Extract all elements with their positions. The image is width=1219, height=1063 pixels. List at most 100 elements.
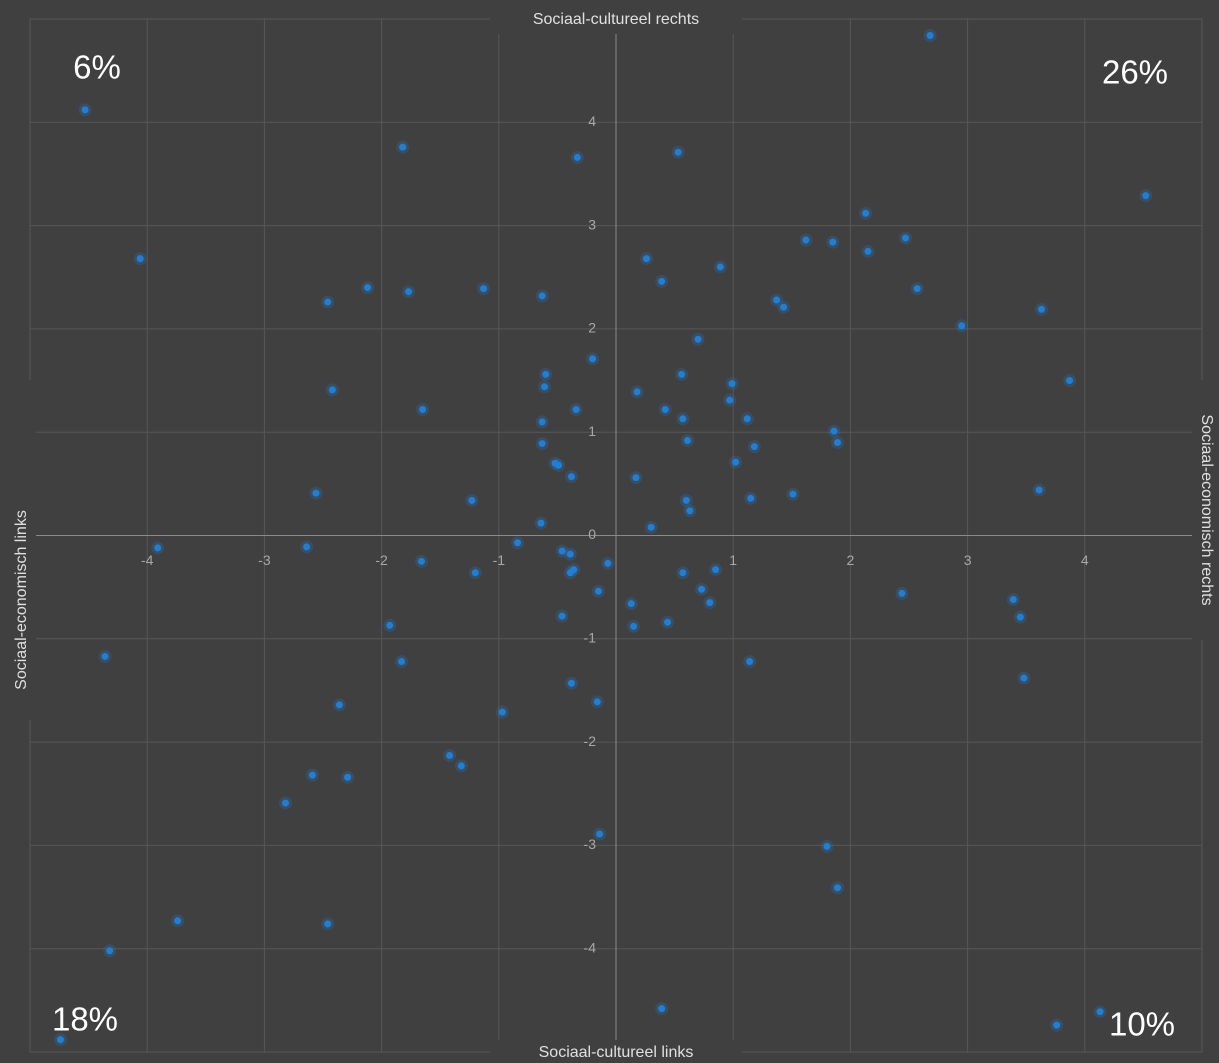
y-tick-label: -2 (584, 733, 597, 749)
point (477, 282, 491, 296)
point (729, 455, 743, 469)
point (590, 695, 604, 709)
point (555, 609, 569, 623)
point (1139, 189, 1153, 203)
y-tick-label: -4 (584, 939, 597, 955)
point (416, 402, 430, 416)
point (321, 917, 335, 931)
x-tick-label: 1 (729, 552, 737, 568)
x-tick-label: -3 (258, 552, 271, 568)
point (278, 796, 292, 810)
point (171, 914, 185, 928)
y-tick-label: -3 (584, 836, 597, 852)
y-tick-label: 3 (588, 216, 596, 232)
point (454, 759, 468, 773)
point (539, 367, 553, 381)
point (743, 655, 757, 669)
point (744, 491, 758, 505)
quadrant-label: 6% (73, 49, 121, 86)
point (1093, 1005, 1107, 1019)
x-tick-label: -4 (141, 552, 154, 568)
title-backdrop (490, 6, 742, 34)
ticks: -4 -3 -2 -1 1 2 3 4 -4 -3 -2 -1 0 1 2 3 4 (141, 113, 1089, 955)
point (1013, 610, 1027, 624)
point (655, 274, 669, 288)
point (955, 319, 969, 333)
points (53, 29, 1153, 1047)
point (1032, 483, 1046, 497)
point (443, 749, 457, 763)
title-backdrop (8, 380, 36, 720)
point (655, 1002, 669, 1016)
point (675, 367, 689, 381)
point (300, 540, 314, 554)
point (859, 206, 873, 220)
point (361, 281, 375, 295)
point (786, 487, 800, 501)
point (1017, 671, 1031, 685)
point (827, 424, 841, 438)
point (535, 289, 549, 303)
x-tick-label: -1 (493, 552, 506, 568)
right-axis-title: Sociaal-economisch rechts (1198, 414, 1215, 605)
point (691, 332, 705, 346)
x-tick-label: 4 (1081, 552, 1089, 568)
point (53, 1033, 67, 1047)
point (538, 380, 552, 394)
title-backdrop (1192, 380, 1219, 640)
point (103, 944, 117, 958)
point (1050, 1018, 1064, 1032)
point (570, 150, 584, 164)
bottom-axis-title: Sociaal-cultureel links (539, 1044, 694, 1061)
point (383, 618, 397, 632)
point (629, 471, 643, 485)
point (676, 566, 690, 580)
point (747, 440, 761, 454)
point (396, 140, 410, 154)
point (563, 566, 577, 580)
x-tick-label: 3 (964, 552, 972, 568)
point (658, 402, 672, 416)
left-axis-title: Sociaal-economisch links (13, 510, 30, 690)
point (923, 29, 937, 43)
grid (29, 18, 1203, 1053)
point (713, 260, 727, 274)
point (898, 231, 912, 245)
point (341, 770, 355, 784)
point (831, 881, 845, 895)
point (332, 698, 346, 712)
point (593, 827, 607, 841)
point (777, 300, 791, 314)
point (511, 536, 525, 550)
point (644, 520, 658, 534)
point (723, 393, 737, 407)
quadrant-label: 18% (52, 1001, 118, 1038)
point (661, 615, 675, 629)
y-tick-label: 0 (588, 526, 596, 542)
y-tick-label: -1 (584, 630, 597, 646)
point (799, 233, 813, 247)
point (831, 436, 845, 450)
point (861, 244, 875, 258)
point (895, 586, 909, 600)
point (552, 458, 566, 472)
point (671, 145, 685, 159)
point (910, 282, 924, 296)
point (569, 402, 583, 416)
point (695, 582, 709, 596)
point (325, 383, 339, 397)
point (624, 597, 638, 611)
point (78, 103, 92, 117)
point (535, 415, 549, 429)
point (402, 285, 416, 299)
point (591, 584, 605, 598)
top-axis-title: Sociaal-cultureel rechts (533, 11, 699, 28)
point (709, 563, 723, 577)
y-tick-label: 2 (588, 320, 596, 336)
point (703, 596, 717, 610)
point (820, 839, 834, 853)
annotations: 6% 26% 18% 10% (52, 49, 1175, 1043)
point (563, 547, 577, 561)
